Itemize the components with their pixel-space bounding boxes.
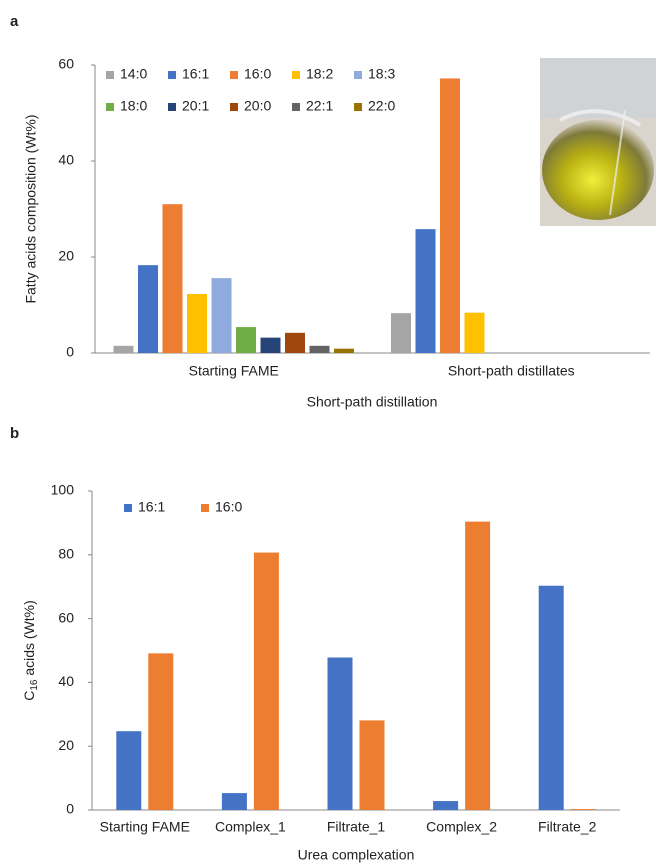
y-axis-label-part: C xyxy=(21,691,37,701)
bar xyxy=(221,793,247,810)
y-tick-label: 60 xyxy=(58,56,74,72)
legend-label: 20:1 xyxy=(182,98,209,114)
bar xyxy=(211,278,232,353)
legend-swatch xyxy=(292,71,300,79)
bar xyxy=(433,801,459,810)
bar xyxy=(113,345,134,353)
bar xyxy=(327,657,353,810)
y-axis-label-part: acids (Wt%) xyxy=(21,600,37,679)
x-tick-label: Starting FAME xyxy=(100,819,190,835)
y-tick-label: 80 xyxy=(58,546,74,562)
bar xyxy=(465,521,491,810)
y-axis-label: Fatty acids composition (Wt%) xyxy=(23,114,39,303)
bar xyxy=(162,204,183,353)
legend-swatch xyxy=(292,103,300,111)
bar xyxy=(359,720,385,810)
y-tick-label: 40 xyxy=(58,152,74,168)
legend-label: 18:2 xyxy=(306,66,333,82)
y-axis-label: C16 acids (Wt%) xyxy=(21,600,40,701)
y-tick-label: 20 xyxy=(58,248,74,264)
legend-swatch xyxy=(354,71,362,79)
bar xyxy=(391,313,411,353)
bar xyxy=(309,345,330,353)
y-tick-label: 60 xyxy=(58,609,74,625)
bar xyxy=(285,332,305,353)
y-tick-label: 0 xyxy=(66,344,74,360)
y-tick-label: 100 xyxy=(51,482,75,498)
legend-label: 22:0 xyxy=(368,98,395,114)
x-axis-label: Short-path distillation xyxy=(307,394,438,410)
legend-swatch xyxy=(354,103,362,111)
legend-label: 16:0 xyxy=(215,499,242,515)
bar xyxy=(538,585,564,810)
legend-label: 14:0 xyxy=(120,66,147,82)
x-tick-label: Complex_1 xyxy=(215,819,286,835)
legend-label: 18:0 xyxy=(120,98,147,114)
panel-label: b xyxy=(10,425,19,442)
y-axis-label-part: 16 xyxy=(29,679,40,691)
y-tick-label: 0 xyxy=(66,801,74,817)
bar xyxy=(253,552,279,810)
panel-label: a xyxy=(10,13,19,30)
legend-label: 18:3 xyxy=(368,66,395,82)
bar xyxy=(187,293,207,353)
legend-label: 16:1 xyxy=(182,66,209,82)
legend-swatch xyxy=(106,71,114,79)
bar xyxy=(116,731,142,810)
legend-swatch xyxy=(124,504,132,512)
legend-swatch xyxy=(230,103,238,111)
y-tick-label: 40 xyxy=(58,673,74,689)
x-tick-label: Filtrate_1 xyxy=(327,819,386,835)
legend-label: 22:1 xyxy=(306,98,333,114)
legend-swatch xyxy=(230,71,238,79)
bar xyxy=(148,653,174,810)
x-tick-label: Short-path distillates xyxy=(448,363,575,379)
x-axis-label: Urea complexation xyxy=(298,847,415,863)
legend-swatch xyxy=(168,71,176,79)
bar xyxy=(464,312,485,353)
bar xyxy=(138,265,158,353)
bar xyxy=(415,229,436,353)
x-tick-label: Complex_2 xyxy=(426,819,497,835)
legend-label: 16:1 xyxy=(138,499,165,515)
bar xyxy=(440,78,460,353)
legend-label: 16:0 xyxy=(244,66,271,82)
bar xyxy=(236,327,256,353)
legend-swatch xyxy=(201,504,209,512)
y-tick-label: 20 xyxy=(58,737,74,753)
x-tick-label: Starting FAME xyxy=(189,363,279,379)
bar xyxy=(570,809,596,810)
bar xyxy=(334,348,354,353)
photo xyxy=(540,58,656,226)
x-tick-label: Filtrate_2 xyxy=(538,819,597,835)
legend-swatch xyxy=(168,103,176,111)
legend-swatch xyxy=(106,103,114,111)
bar xyxy=(260,337,281,353)
legend-label: 20:0 xyxy=(244,98,271,114)
